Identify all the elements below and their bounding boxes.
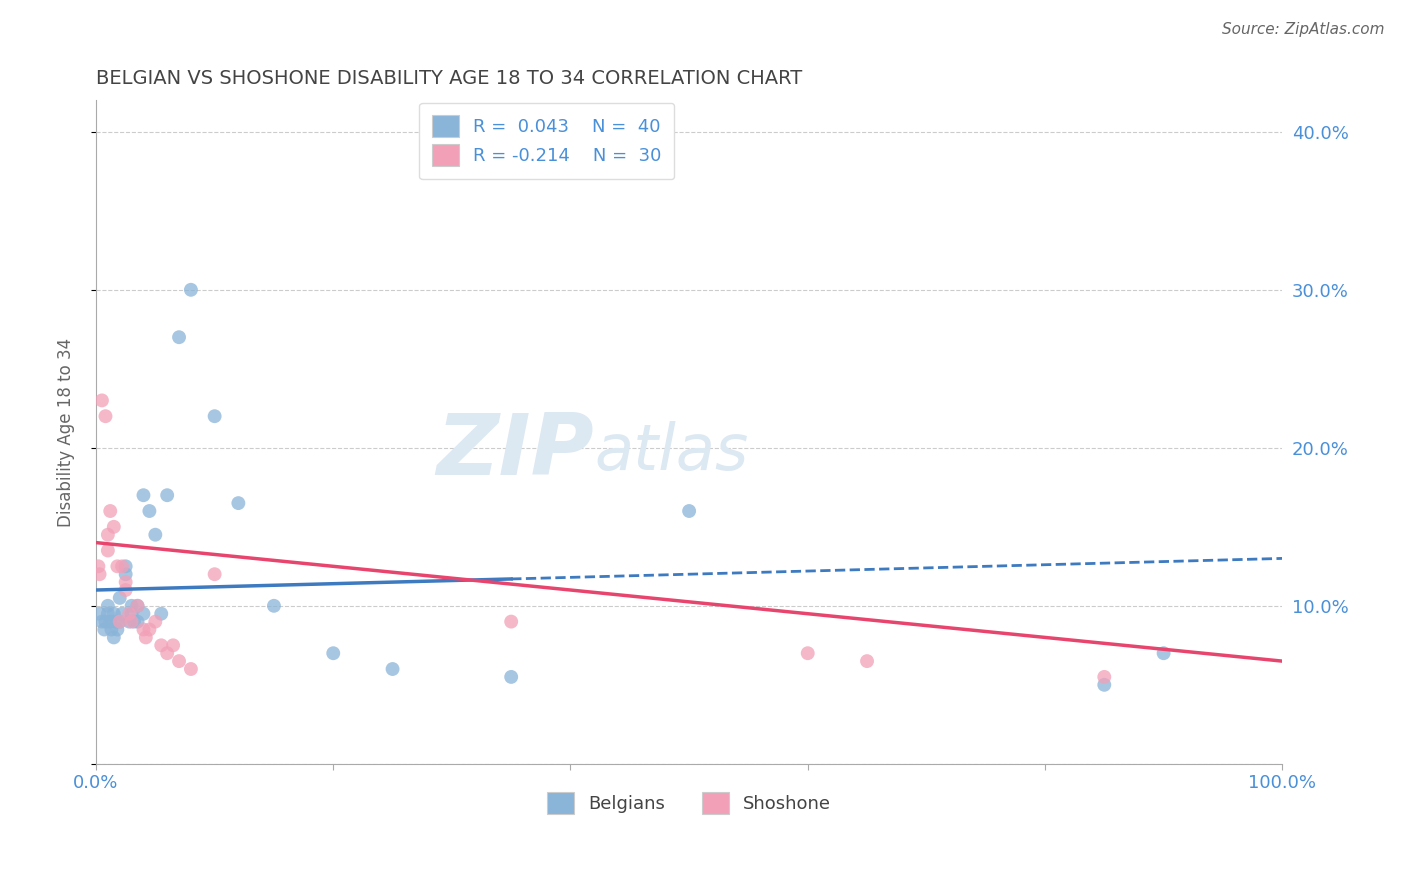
Text: ZIP: ZIP xyxy=(437,410,595,493)
Point xyxy=(156,646,179,660)
Point xyxy=(105,559,128,574)
Point xyxy=(114,559,136,574)
Point xyxy=(127,599,149,613)
Point xyxy=(143,527,166,541)
Point xyxy=(100,623,122,637)
Point xyxy=(98,615,121,629)
Point xyxy=(91,615,114,629)
Point xyxy=(156,488,179,502)
Point xyxy=(204,567,226,582)
Point xyxy=(98,504,121,518)
Point xyxy=(162,638,184,652)
Point xyxy=(93,623,115,637)
Point xyxy=(501,670,523,684)
Point xyxy=(180,662,202,676)
Point xyxy=(180,283,202,297)
Point xyxy=(796,646,818,660)
Point xyxy=(103,520,125,534)
Point xyxy=(1153,646,1175,660)
Point xyxy=(103,631,125,645)
Point xyxy=(204,409,226,424)
Point xyxy=(678,504,700,518)
Text: BELGIAN VS SHOSHONE DISABILITY AGE 18 TO 34 CORRELATION CHART: BELGIAN VS SHOSHONE DISABILITY AGE 18 TO… xyxy=(96,69,803,87)
Text: atlas: atlas xyxy=(595,421,748,483)
Point xyxy=(118,607,141,621)
Point xyxy=(121,607,143,621)
Point xyxy=(114,575,136,590)
Point xyxy=(121,599,143,613)
Point xyxy=(105,615,128,629)
Point xyxy=(150,607,173,621)
Point xyxy=(381,662,404,676)
Point xyxy=(228,496,250,510)
Point xyxy=(97,543,120,558)
Point xyxy=(108,615,131,629)
Point xyxy=(108,591,131,605)
Point xyxy=(501,615,523,629)
Point xyxy=(1092,678,1115,692)
Point xyxy=(138,623,160,637)
Point xyxy=(105,623,128,637)
Point xyxy=(132,623,155,637)
Point xyxy=(167,654,190,668)
Point xyxy=(150,638,173,652)
Text: Source: ZipAtlas.com: Source: ZipAtlas.com xyxy=(1222,22,1385,37)
Point xyxy=(132,607,155,621)
Point xyxy=(97,527,120,541)
Point xyxy=(91,393,114,408)
Point xyxy=(856,654,879,668)
Point xyxy=(97,607,120,621)
Point xyxy=(138,504,160,518)
Legend: Belgians, Shoshone: Belgians, Shoshone xyxy=(540,785,838,822)
Point xyxy=(114,567,136,582)
Point xyxy=(263,599,285,613)
Point xyxy=(127,615,149,629)
Point xyxy=(167,330,190,344)
Point xyxy=(1092,670,1115,684)
Point xyxy=(132,488,155,502)
Point xyxy=(143,615,166,629)
Point xyxy=(135,631,157,645)
Point xyxy=(94,615,117,629)
Point xyxy=(103,607,125,621)
Y-axis label: Disability Age 18 to 34: Disability Age 18 to 34 xyxy=(58,337,75,526)
Point xyxy=(114,582,136,597)
Point xyxy=(108,615,131,629)
Point xyxy=(121,615,143,629)
Point xyxy=(97,599,120,613)
Point xyxy=(118,615,141,629)
Point xyxy=(89,567,111,582)
Point xyxy=(127,599,149,613)
Point xyxy=(89,607,111,621)
Point xyxy=(111,607,134,621)
Point xyxy=(122,615,145,629)
Point xyxy=(87,559,110,574)
Point xyxy=(111,559,134,574)
Point xyxy=(94,409,117,424)
Point xyxy=(322,646,344,660)
